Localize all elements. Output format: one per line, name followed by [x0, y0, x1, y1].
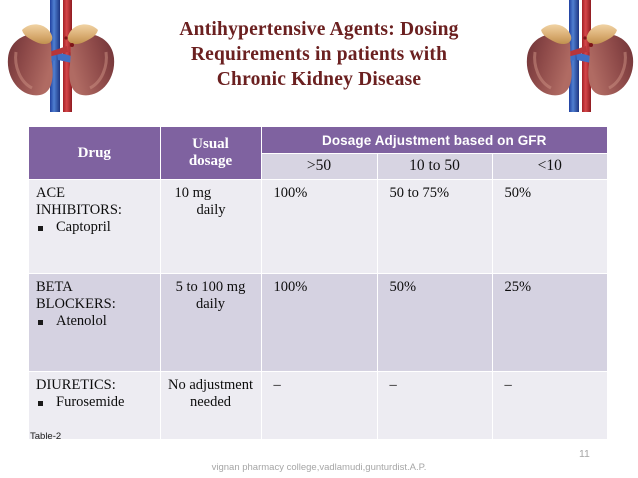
table-header-row-sub: >50 10 to 50 <10	[29, 153, 608, 180]
table-header: Drug Usual dosage Dosage Adjustment base…	[29, 127, 608, 180]
kidneys-anatomy-illustration-right	[519, 0, 637, 112]
table-caption: Table-2	[30, 431, 62, 442]
dosage-line-2: daily	[196, 202, 226, 218]
column-header-gfr-above-50: >50	[260, 153, 378, 180]
usual-dosage-line-1: Usual	[192, 136, 229, 152]
cell-usual-dosage: 5 to 100 mg daily	[159, 273, 262, 372]
drug-list-item: Captopril	[36, 219, 153, 236]
drug-list-item: Atenolol	[36, 313, 153, 330]
cell-gfr-below-10: –	[491, 371, 608, 440]
drug-class-label: BETA BLOCKERS:	[36, 279, 116, 312]
table-row: BETA BLOCKERS: Atenolol 5 to 100 mg dail…	[29, 273, 608, 372]
kidneys-anatomy-illustration-left	[0, 0, 118, 112]
table-body: ACE INHIBITORS: Captopril 10 mg daily 10…	[29, 179, 608, 440]
cell-gfr-below-10: 50%	[491, 179, 608, 274]
cell-gfr-above-50: 100%	[260, 273, 378, 372]
cell-gfr-10-to-50: 50%	[376, 273, 493, 372]
drug-name: Furosemide	[56, 394, 125, 410]
slide-number: 11	[579, 448, 590, 460]
table-row: DIURETICS: Furosemide No adjustment need…	[29, 371, 608, 440]
drug-class-label: DIURETICS:	[36, 377, 116, 393]
square-bullet-icon	[38, 226, 43, 231]
column-header-usual-dosage: Usual dosage	[160, 127, 262, 180]
table-row: ACE INHIBITORS: Captopril 10 mg daily 10…	[29, 179, 608, 274]
drug-class-label: ACE INHIBITORS:	[36, 185, 122, 218]
cell-usual-dosage: 10 mg daily	[159, 179, 262, 274]
slide-title: Antihypertensive Agents: Dosing Requirem…	[119, 17, 519, 92]
dosage-line-1: 10 mg	[174, 185, 212, 201]
cell-gfr-10-to-50: 50 to 75%	[376, 179, 493, 274]
drug-list-item: Furosemide	[36, 394, 153, 411]
footer-attribution: vignan pharmacy college,vadlamudi,guntur…	[211, 462, 427, 473]
cell-gfr-below-10: 25%	[491, 273, 608, 372]
title-line-1: Antihypertensive Agents: Dosing	[179, 19, 459, 40]
title-line-2: Requirements in patients with	[190, 44, 448, 65]
cell-usual-dosage: No adjustment needed	[159, 371, 262, 440]
table-header-row-main: Drug Usual dosage Dosage Adjustment base…	[29, 127, 608, 180]
cell-drug: DIURETICS: Furosemide	[29, 371, 161, 440]
usual-dosage-line-2: dosage	[188, 153, 233, 169]
column-header-drug: Drug	[29, 127, 161, 180]
cell-gfr-above-50: 100%	[260, 179, 378, 274]
cell-gfr-above-50: –	[260, 371, 378, 440]
column-header-gfr-10-to-50: 10 to 50	[376, 153, 493, 180]
column-header-gfr-below-10: <10	[491, 153, 608, 180]
dosage-line-1: 5 to 100 mg	[175, 279, 246, 295]
drug-name: Captopril	[56, 219, 111, 235]
square-bullet-icon	[38, 320, 43, 325]
dosing-table: Drug Usual dosage Dosage Adjustment base…	[29, 127, 608, 440]
cell-drug: ACE INHIBITORS: Captopril	[29, 179, 161, 274]
cell-drug: BETA BLOCKERS: Atenolol	[29, 273, 161, 372]
dosing-table-container: Drug Usual dosage Dosage Adjustment base…	[29, 127, 608, 440]
dosage-line-1: No adjustment	[168, 377, 253, 393]
column-header-gfr-group: Dosage Adjustment based on GFR	[260, 127, 608, 154]
dosage-line-2: needed	[189, 394, 232, 410]
drug-name: Atenolol	[56, 313, 107, 329]
square-bullet-icon	[38, 401, 43, 406]
cell-gfr-10-to-50: –	[376, 371, 493, 440]
dosage-line-2: daily	[196, 296, 225, 312]
title-line-3: Chronic Kidney Disease	[216, 69, 422, 90]
